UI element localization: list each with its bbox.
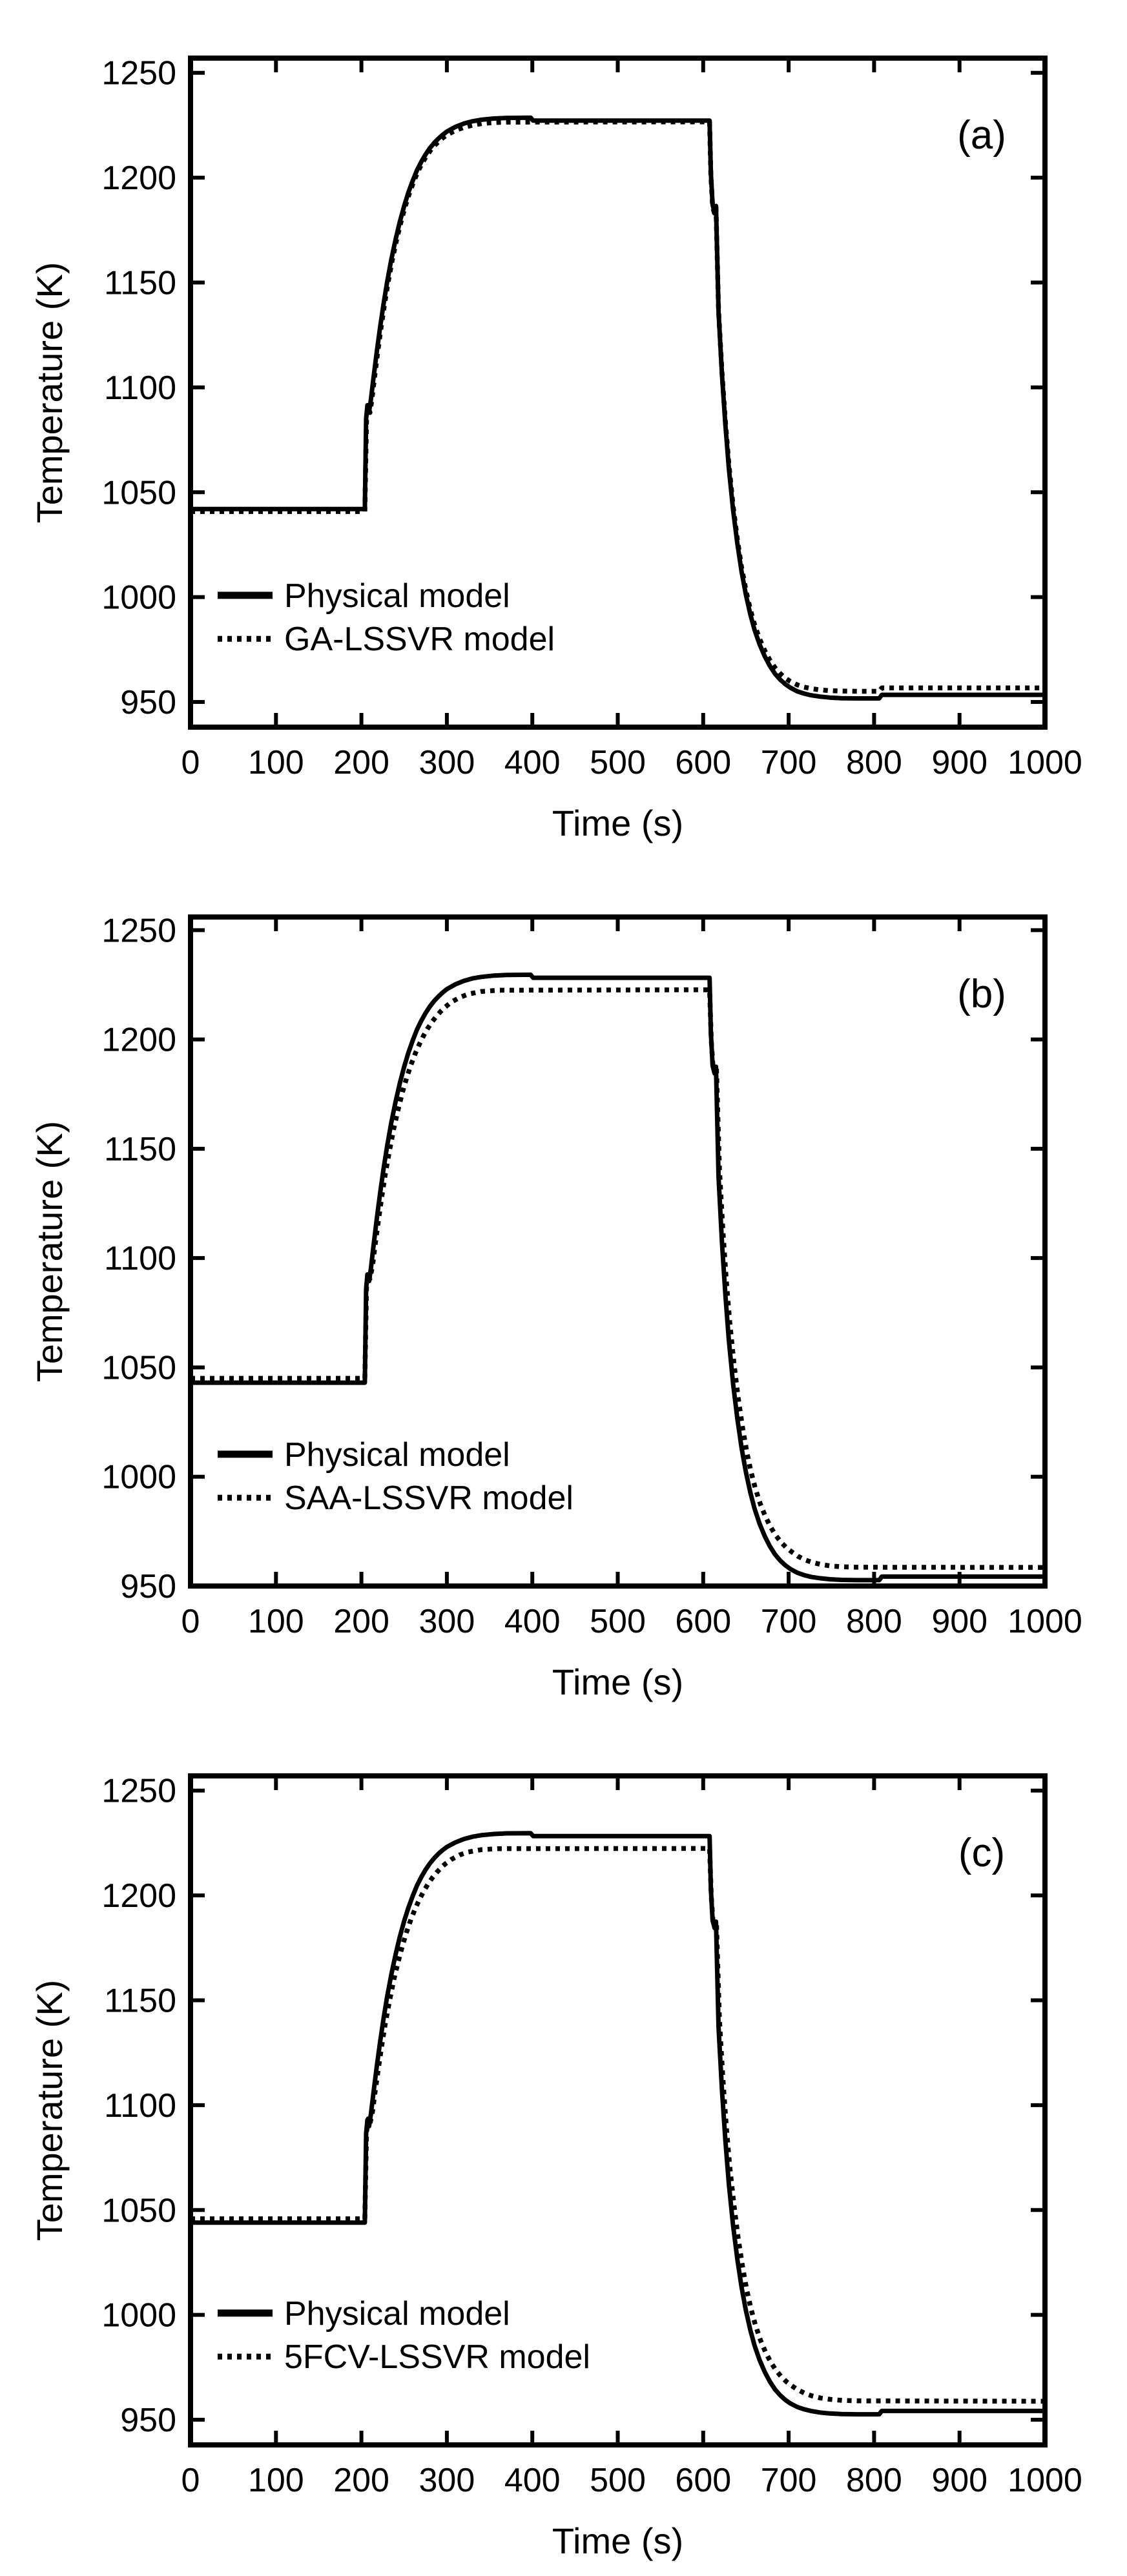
y-tick-label: 1000 bbox=[101, 1459, 176, 1496]
y-axis-title: Temperature (K) bbox=[29, 1121, 70, 1383]
x-tick-label: 500 bbox=[590, 2462, 646, 2499]
legend-label-physical-model: Physical model bbox=[284, 1436, 510, 1474]
x-tick-label: 0 bbox=[181, 2462, 200, 2499]
panel-label: (c) bbox=[958, 1831, 1005, 1875]
panel-b: 0 100 200 300 400 500 600 700 800 900 1000 950 1000 1… bbox=[0, 859, 1127, 1718]
x-tick-label: 1000 bbox=[1008, 1603, 1082, 1640]
legend-label-lssvr-model: 5FCV-LSSVR model bbox=[284, 2338, 590, 2376]
y-tick-label: 1000 bbox=[101, 2297, 176, 2334]
y-tick-label: 1100 bbox=[104, 369, 176, 407]
y-tick-label: 1100 bbox=[104, 2087, 176, 2125]
x-tick-label: 200 bbox=[333, 1603, 389, 1640]
x-axis-title: Time (s) bbox=[552, 803, 683, 843]
legend: Physical model 5FCV-LSSVR model bbox=[218, 2295, 590, 2376]
x-tick-label: 0 bbox=[181, 1603, 200, 1640]
x-tick-label: 700 bbox=[761, 2462, 817, 2499]
x-tick-label: 1000 bbox=[1008, 744, 1082, 781]
panel-a: 0 100 200 300 400 500 600 700 800 900 1000 950 1000 1… bbox=[0, 0, 1127, 859]
y-tick-label: 1200 bbox=[101, 1877, 176, 1915]
x-tick-label: 100 bbox=[248, 2462, 304, 2499]
x-tick-label: 400 bbox=[504, 744, 561, 781]
y-axis-title: Temperature (K) bbox=[29, 1980, 70, 2241]
y-tick-label: 1150 bbox=[104, 1131, 176, 1168]
y-tick-label: 1050 bbox=[101, 1349, 176, 1386]
series-line-ga-lssvr-model bbox=[191, 119, 1045, 694]
x-tick-label: 0 bbox=[181, 744, 200, 781]
legend: Physical model SAA-LSSVR model bbox=[218, 1436, 574, 1517]
x-tick-label: 600 bbox=[675, 744, 731, 781]
x-tick-label: 700 bbox=[761, 1603, 817, 1640]
panel-label: (a) bbox=[957, 113, 1006, 158]
y-tick-label: 1050 bbox=[101, 2192, 176, 2229]
x-tick-label: 900 bbox=[931, 744, 987, 781]
x-tick-label: 300 bbox=[419, 2462, 475, 2499]
legend-label-lssvr-model: SAA-LSSVR model bbox=[284, 1479, 574, 1517]
x-tick-label: 100 bbox=[248, 1603, 304, 1640]
y-tick-label: 1200 bbox=[101, 160, 176, 197]
panel-label: (b) bbox=[957, 972, 1006, 1016]
legend: Physical model GA-LSSVR model bbox=[218, 577, 555, 658]
chart-b: 0 100 200 300 400 500 600 700 800 900 1000 950 1000 1… bbox=[29, 912, 1082, 1702]
y-tick-label: 1200 bbox=[101, 1022, 176, 1059]
legend-label-physical-model: Physical model bbox=[284, 577, 510, 615]
series-line-physical-model bbox=[191, 115, 1045, 701]
x-tick-label: 600 bbox=[675, 1603, 731, 1640]
x-tick-label: 300 bbox=[419, 1603, 475, 1640]
series-line-saa-lssvr-model bbox=[191, 987, 1046, 1570]
x-tick-label: 200 bbox=[333, 744, 389, 781]
series-line-physical-model bbox=[191, 972, 1045, 1583]
y-tick-label: 1150 bbox=[104, 1982, 176, 2019]
series-line-physical-model bbox=[191, 1831, 1045, 2417]
x-tick-label: 1000 bbox=[1008, 2462, 1082, 2499]
x-tick-label: 500 bbox=[590, 1603, 646, 1640]
x-tick-label: 900 bbox=[931, 2462, 987, 2499]
chart-c: 0 100 200 300 400 500 600 700 800 900 1000 950 1000 1… bbox=[29, 1773, 1082, 2561]
chart-a: 0 100 200 300 400 500 600 700 800 900 1000 950 1000 1… bbox=[29, 55, 1082, 843]
y-tick-label: 950 bbox=[120, 684, 176, 721]
x-axis-title: Time (s) bbox=[552, 2520, 683, 2561]
y-tick-label: 950 bbox=[120, 1568, 176, 1605]
y-tick-label: 1250 bbox=[101, 1773, 176, 1810]
series-line-5fcv-lssvr-model bbox=[191, 1846, 1046, 2404]
y-tick-label: 1100 bbox=[104, 1240, 176, 1277]
y-tick-label: 1150 bbox=[104, 264, 176, 302]
x-tick-label: 300 bbox=[419, 744, 475, 781]
legend-label-physical-model: Physical model bbox=[284, 2295, 510, 2333]
x-tick-label: 400 bbox=[504, 1603, 561, 1640]
x-tick-label: 600 bbox=[675, 2462, 731, 2499]
y-tick-label: 1250 bbox=[101, 55, 176, 92]
x-tick-label: 800 bbox=[846, 1603, 902, 1640]
y-tick-label: 1250 bbox=[101, 912, 176, 949]
x-tick-label: 800 bbox=[846, 744, 902, 781]
x-tick-label: 400 bbox=[504, 2462, 561, 2499]
legend-label-lssvr-model: GA-LSSVR model bbox=[284, 621, 555, 658]
panel-c: 0 100 200 300 400 500 600 700 800 900 1000 950 1000 1… bbox=[0, 1718, 1127, 2576]
x-axis-title: Time (s) bbox=[552, 1662, 683, 1702]
x-tick-label: 100 bbox=[248, 744, 304, 781]
y-tick-label: 1000 bbox=[101, 579, 176, 617]
x-tick-label: 700 bbox=[761, 744, 817, 781]
y-tick-label: 1050 bbox=[101, 474, 176, 511]
x-tick-label: 900 bbox=[931, 1603, 987, 1640]
x-tick-label: 500 bbox=[590, 744, 646, 781]
x-tick-label: 800 bbox=[846, 2462, 902, 2499]
y-tick-label: 950 bbox=[120, 2402, 176, 2439]
y-axis-title: Temperature (K) bbox=[29, 262, 70, 524]
x-tick-label: 200 bbox=[333, 2462, 389, 2499]
